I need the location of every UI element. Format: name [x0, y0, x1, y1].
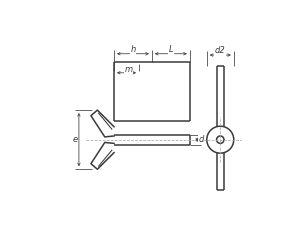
Text: d2: d2	[215, 47, 226, 55]
Text: d: d	[199, 135, 204, 144]
Text: e: e	[72, 135, 77, 144]
Text: L: L	[169, 45, 173, 54]
Text: m: m	[124, 65, 133, 74]
Text: h: h	[130, 45, 136, 54]
